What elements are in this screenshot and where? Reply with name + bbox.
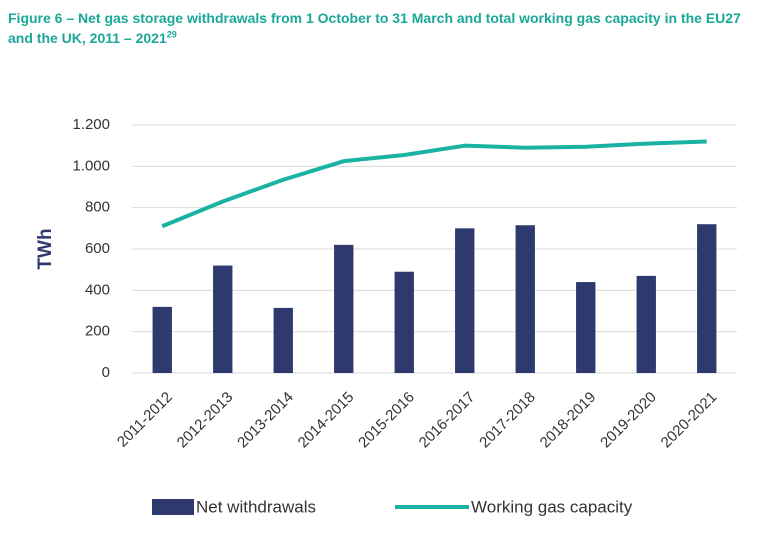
bar — [636, 275, 656, 373]
bar — [334, 244, 354, 373]
x-tick-label: 2014-2015 — [295, 389, 358, 452]
legend-label: Working gas capacity — [471, 497, 633, 516]
y-tick-label: 400 — [85, 281, 110, 298]
y-tick-label: 0 — [102, 364, 110, 381]
x-tick-label: 2020-2021 — [658, 389, 721, 452]
y-axis-label: TWh — [35, 228, 56, 269]
x-tick-label: 2013-2014 — [234, 389, 297, 452]
line — [161, 139, 707, 229]
x-tick-label: 2015-2016 — [355, 389, 418, 452]
y-tick-label: 200 — [85, 323, 110, 340]
x-tick-label: 2012-2013 — [174, 389, 237, 452]
y-tick-label: 600 — [85, 240, 110, 257]
chart-title-block: Figure 6 – Net gas storage withdrawals f… — [8, 8, 748, 48]
bar — [515, 225, 535, 373]
y-tick-label: 1.200 — [72, 116, 110, 133]
bar — [394, 271, 414, 373]
bar — [273, 307, 293, 373]
y-tick-label: 800 — [85, 199, 110, 216]
x-tick-label: 2017-2018 — [476, 389, 539, 452]
bar — [213, 265, 233, 373]
x-tick-label: 2011-2012 — [114, 389, 176, 451]
title-superscript: 29 — [166, 29, 177, 40]
chart-title: Figure 6 – Net gas storage withdrawals f… — [8, 10, 741, 46]
x-tick-label: 2019-2020 — [597, 389, 660, 452]
legend-label: Net withdrawals — [196, 497, 316, 516]
legend-swatch — [152, 499, 194, 515]
y-tick-label: 1.000 — [72, 157, 110, 174]
bar — [697, 224, 717, 373]
bar — [152, 306, 172, 373]
x-tick-label: 2018-2019 — [537, 389, 600, 452]
x-tick-label: 2016-2017 — [416, 389, 479, 452]
bar — [576, 282, 596, 373]
bar — [455, 228, 475, 373]
